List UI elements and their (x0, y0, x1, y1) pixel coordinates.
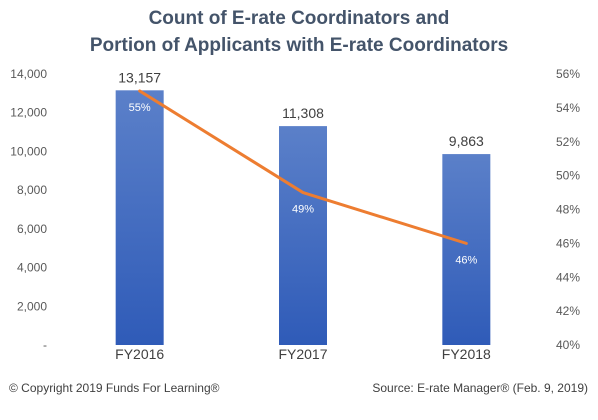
bar-value-label: 9,863 (449, 133, 484, 149)
bar-series: 13,157 11,308 9,863 (115, 69, 491, 345)
category-label: FY2017 (278, 346, 327, 362)
left-tick-label: 14,000 (10, 67, 47, 81)
left-tick-label: 6,000 (17, 222, 47, 236)
right-tick-label: 40% (556, 338, 580, 352)
right-tick-label: 44% (556, 270, 580, 284)
bar-value-label: 13,157 (118, 69, 161, 85)
left-tick-label: 10,000 (10, 144, 47, 158)
line-value-label: 49% (292, 204, 314, 216)
right-tick-label: 48% (556, 203, 580, 217)
copyright-text: © Copyright 2019 Funds For Learning® (9, 381, 220, 395)
right-tick-label: 54% (556, 101, 580, 115)
left-axis: - 2,000 4,000 6,000 8,000 10,000 12,000 14,000 (10, 67, 47, 352)
chart-title-line-1: Count of E-rate Coordinators and (149, 8, 450, 29)
line-value-label: 46% (455, 254, 477, 266)
category-label: FY2018 (442, 346, 491, 362)
combo-chart: Count of E-rate Coordinators and Portion… (10, 8, 580, 362)
right-tick-label: 56% (556, 67, 580, 81)
source-text: Source: E-rate Manager® (Feb. 9, 2019) (372, 381, 588, 395)
left-tick-label: - (43, 338, 47, 352)
right-tick-label: 46% (556, 236, 580, 250)
left-tick-label: 4,000 (17, 261, 47, 275)
category-axis: FY2016 FY2017 FY2018 (115, 346, 491, 362)
right-tick-label: 52% (556, 135, 580, 149)
right-axis: 40% 42% 44% 46% 48% 50% 52% 54% 56% (556, 67, 580, 352)
left-tick-label: 12,000 (10, 106, 47, 120)
line-series: 55% 49% 46% (129, 89, 478, 266)
bar (279, 126, 327, 345)
left-tick-label: 8,000 (17, 183, 47, 197)
bar-value-label: 11,308 (282, 105, 324, 121)
chart-title-line-2: Portion of Applicants with E-rate Coordi… (90, 35, 508, 56)
right-tick-label: 42% (556, 304, 580, 318)
line-value-label: 55% (129, 102, 151, 114)
bar (115, 90, 164, 345)
right-tick-label: 50% (556, 169, 580, 183)
left-tick-label: 2,000 (17, 299, 47, 313)
category-label: FY2016 (115, 346, 164, 362)
bar (442, 154, 491, 345)
line-path (138, 89, 468, 245)
